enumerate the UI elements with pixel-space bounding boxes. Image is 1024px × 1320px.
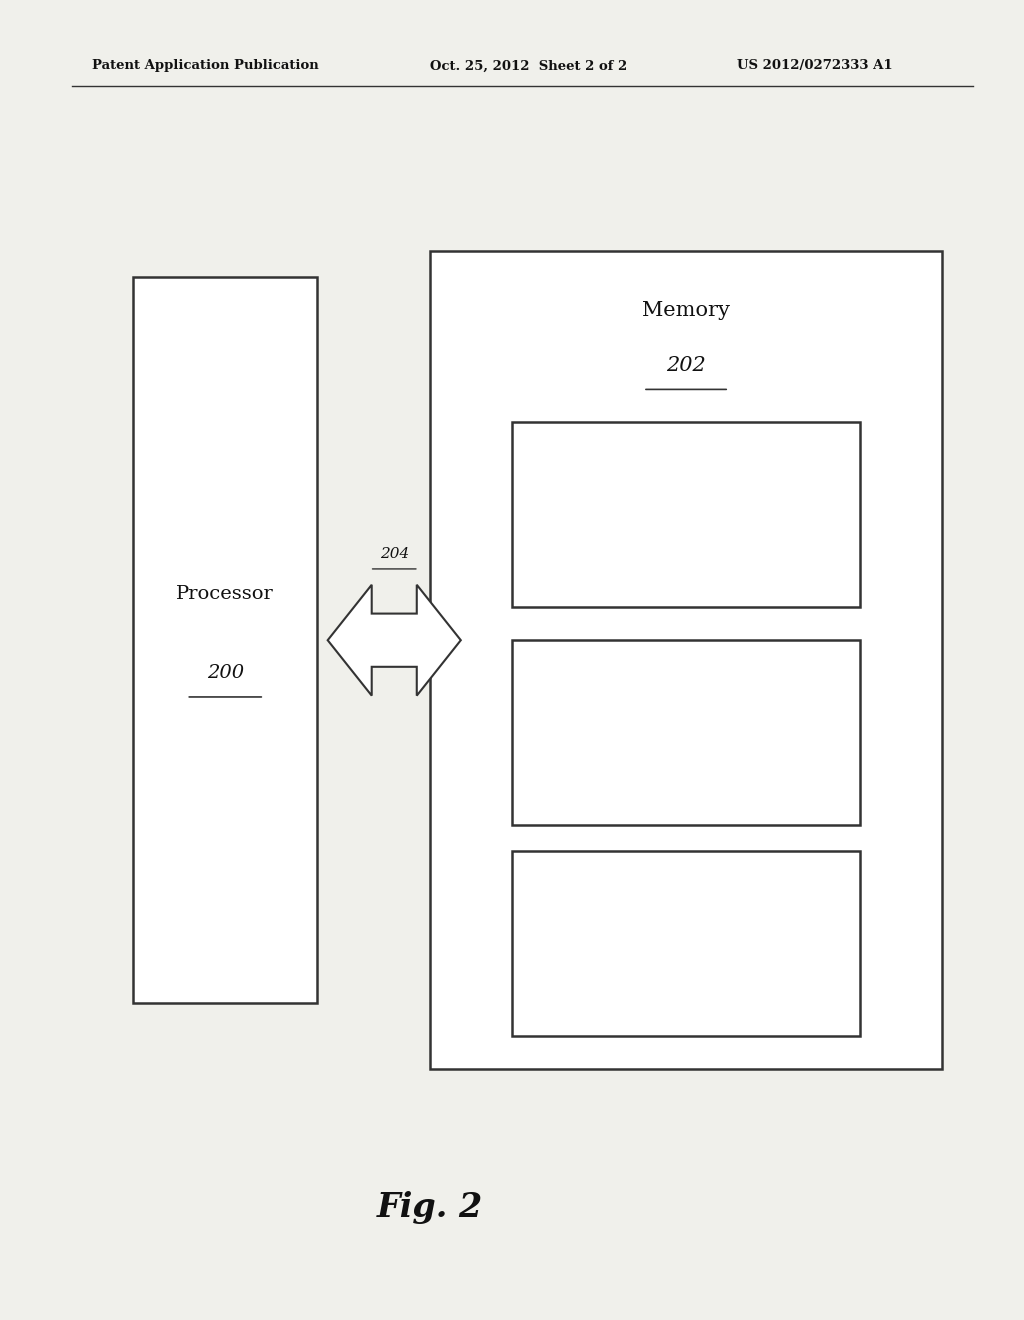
Text: Privacy Level
Assignment: Privacy Level Assignment (625, 680, 748, 719)
Text: 204: 204 (380, 546, 409, 561)
Text: Processor: Processor (176, 585, 274, 603)
Text: Memory: Memory (642, 301, 730, 319)
Text: Oct. 25, 2012  Sheet 2 of 2: Oct. 25, 2012 Sheet 2 of 2 (430, 59, 628, 73)
Text: Patent Application Publication: Patent Application Publication (92, 59, 318, 73)
Text: Privacy Level
Assessment: Privacy Level Assessment (625, 891, 748, 931)
Text: 210: 210 (669, 985, 703, 1003)
Bar (430, 251, 942, 1069)
Text: Fig. 2: Fig. 2 (377, 1191, 483, 1225)
Text: Operating
System: Operating System (640, 462, 732, 502)
Text: 206: 206 (669, 556, 703, 574)
Bar (512, 422, 860, 607)
Text: 202: 202 (667, 356, 706, 375)
Text: 208: 208 (669, 774, 703, 792)
Bar (512, 640, 860, 825)
Text: 200: 200 (207, 664, 244, 682)
Polygon shape (328, 585, 461, 696)
Bar (512, 851, 860, 1036)
Text: US 2012/0272333 A1: US 2012/0272333 A1 (737, 59, 893, 73)
Bar (133, 277, 317, 1003)
